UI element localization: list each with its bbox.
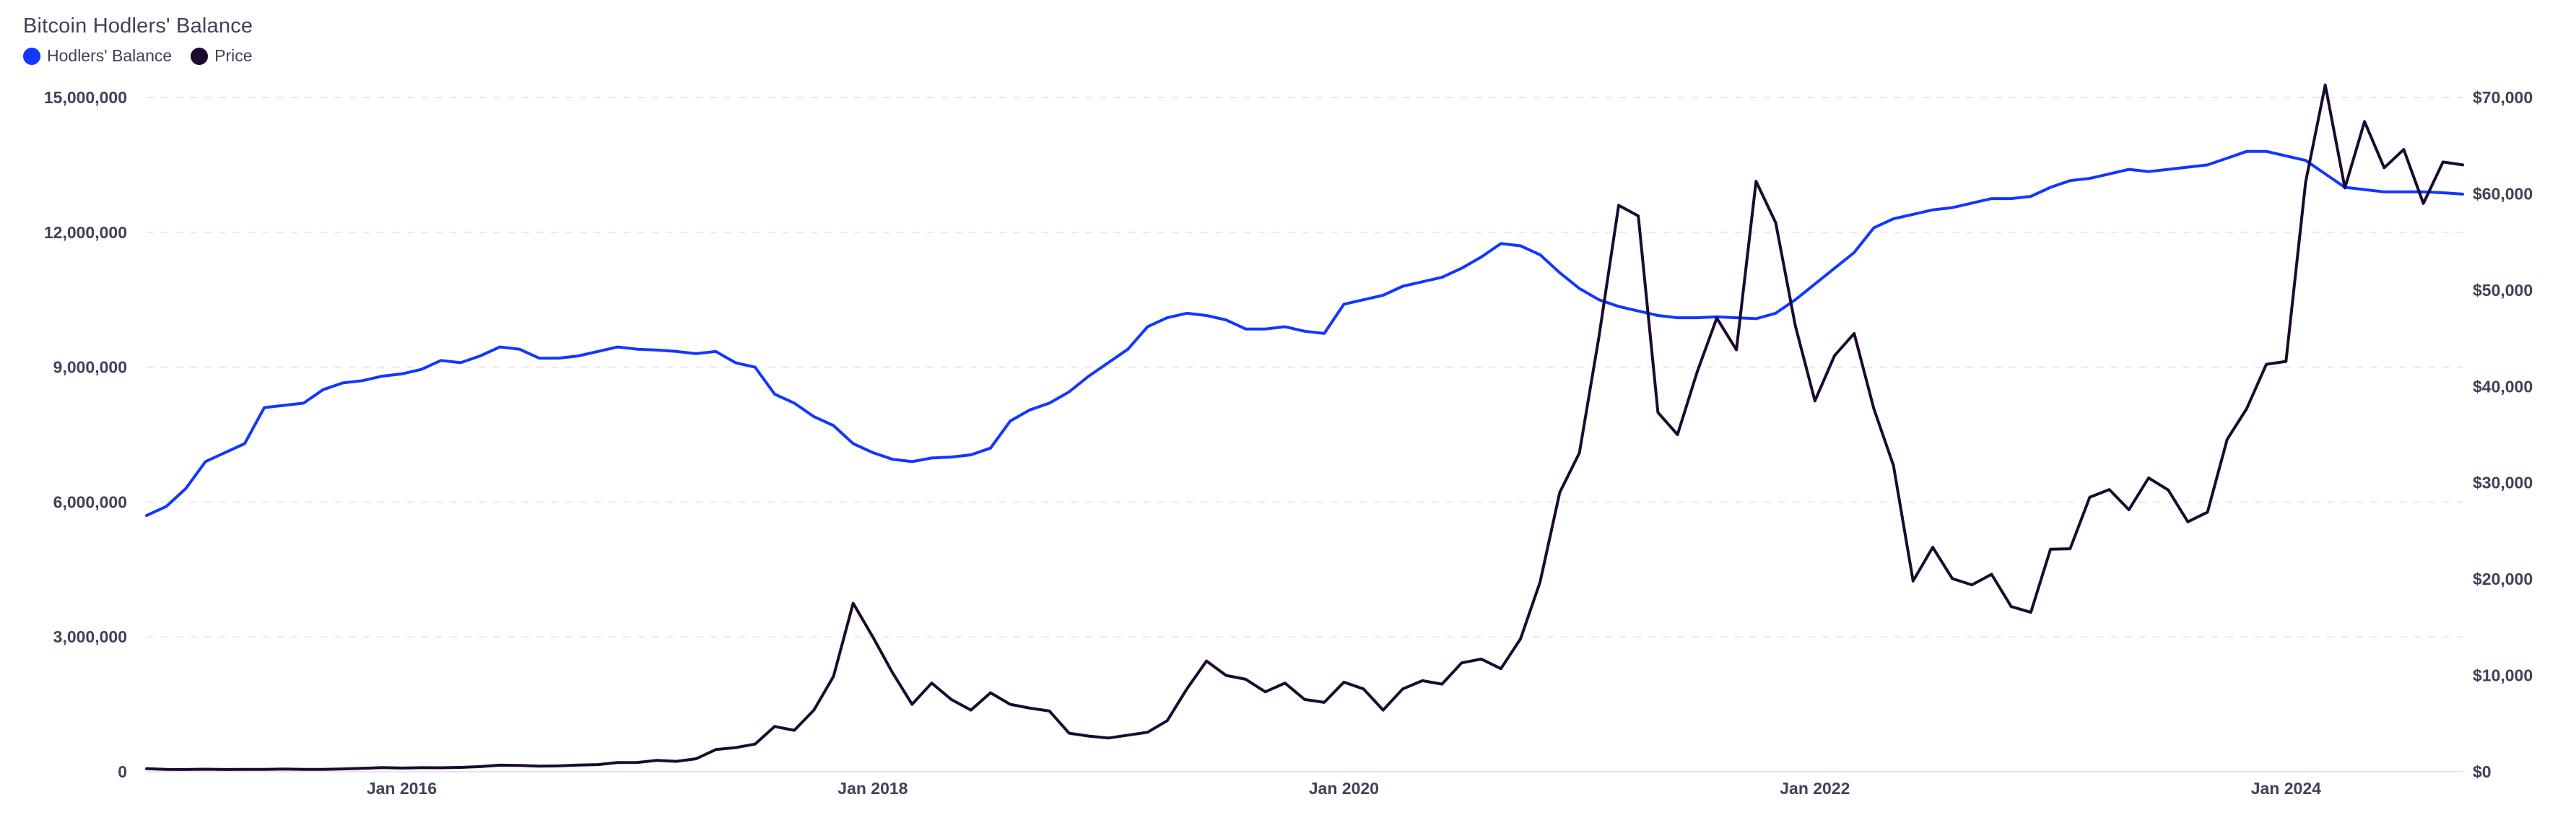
legend-label-hodlers-balance: Hodlers' Balance (47, 46, 173, 65)
x-tick-label: Jan 2022 (1780, 779, 1850, 798)
x-tick-label: Jan 2024 (2251, 779, 2321, 798)
left-y-tick-label: 9,000,000 (53, 358, 127, 377)
legend-swatch-price (191, 47, 209, 65)
chart-title: Bitcoin Hodlers' Balance (23, 14, 253, 38)
right-y-tick-label: $10,000 (2473, 666, 2533, 685)
left-y-tick-label: 15,000,000 (44, 88, 127, 107)
right-y-tick-label: $40,000 (2473, 377, 2533, 396)
right-y-tick-label: $0 (2473, 762, 2492, 781)
series-line-price[interactable] (145, 83, 2464, 771)
series-lines (145, 83, 2464, 771)
series-line-hodlers-balance[interactable] (145, 149, 2464, 518)
right-y-tick-label: $50,000 (2473, 281, 2533, 300)
left-y-axis: 0 3,000,000 6,000,000 9,000,000 12,000,000 15… (44, 88, 127, 781)
x-tick-label: Jan 2018 (837, 779, 908, 798)
legend-item-hodlers-balance[interactable]: Hodlers' Balance (23, 46, 172, 66)
legend-label-price: Price (214, 46, 253, 65)
right-y-axis: $0 $10,000 $20,000 $30,000 $40,000 $50,000 $60… (2473, 88, 2533, 781)
chart-legend: Hodlers' Balance Price (23, 46, 271, 66)
right-y-tick-label: $70,000 (2473, 88, 2533, 107)
x-tick-label: Jan 2020 (1309, 779, 1379, 798)
x-axis: Jan 2016 Jan 2018 Jan 2020 Jan 2022 Jan 2024 (367, 779, 2321, 798)
x-tick-label: Jan 2016 (367, 779, 437, 798)
left-y-tick-label: 3,000,000 (53, 627, 127, 646)
grid-lines (147, 97, 2463, 772)
legend-swatch-hodlers-balance (23, 47, 40, 65)
right-y-tick-label: $60,000 (2473, 184, 2533, 203)
left-y-tick-label: 12,000,000 (44, 223, 127, 242)
right-y-tick-label: $20,000 (2473, 570, 2533, 588)
left-y-tick-label: 6,000,000 (53, 492, 127, 511)
left-y-tick-label: 0 (118, 762, 127, 781)
legend-item-price[interactable]: Price (191, 46, 253, 66)
right-y-tick-label: $30,000 (2473, 474, 2533, 492)
